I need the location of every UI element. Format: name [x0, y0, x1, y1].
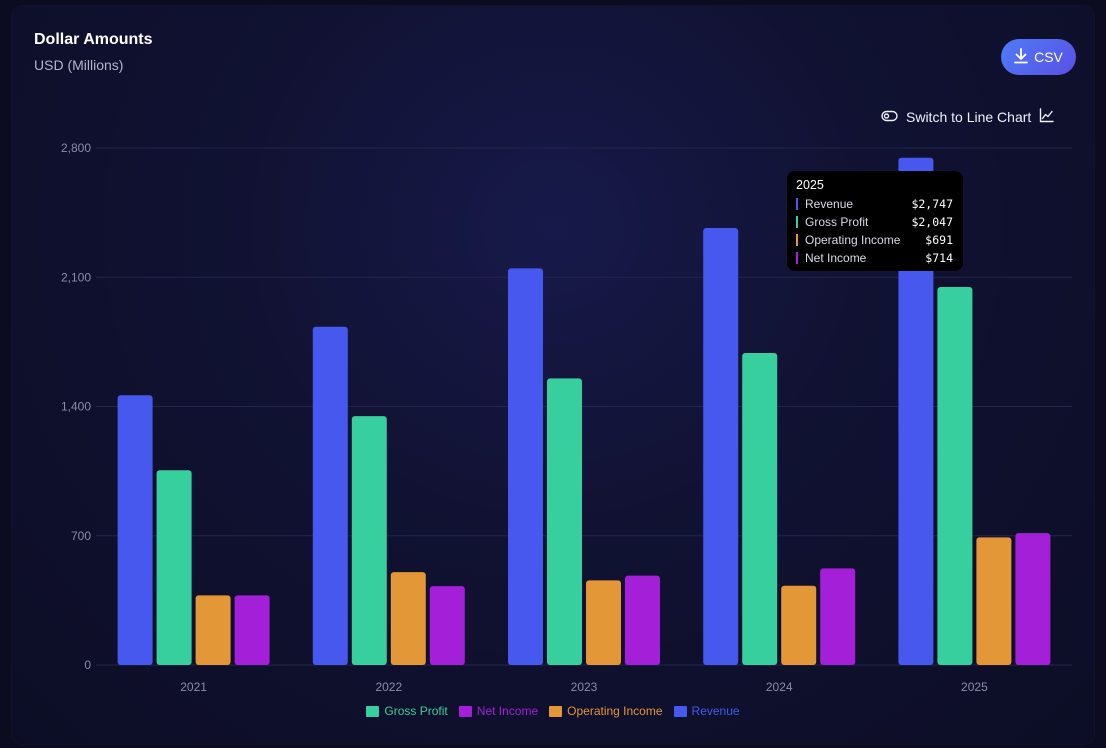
y-tick-label: 1,400 [61, 400, 91, 414]
legend-swatch [673, 705, 687, 717]
legend-label: Gross Profit [384, 704, 448, 718]
bar-net-income [234, 595, 270, 665]
tooltip-value: $2,747 [911, 197, 953, 211]
switch-to-line-chart-button[interactable]: Switch to Line Chart [881, 106, 1054, 128]
legend-item-net-income[interactable]: Net Income [458, 704, 539, 718]
bar-revenue [898, 157, 934, 665]
bar-net-income [1015, 533, 1051, 665]
tooltip-label: Operating Income [805, 233, 901, 247]
legend-item-gross-profit[interactable]: Gross Profit [366, 704, 448, 718]
y-tick-label: 0 [84, 658, 91, 672]
legend-swatch [458, 705, 472, 717]
bar-gross-profit [742, 352, 778, 665]
bar-operating-income [390, 572, 426, 665]
bar-revenue [117, 395, 153, 665]
bar-net-income [429, 586, 465, 665]
chart-subtitle: USD (Millions) [34, 57, 124, 73]
tooltip-title: 2025 [796, 178, 824, 192]
line-chart-icon [1039, 108, 1054, 126]
y-tick-label: 2,100 [61, 270, 91, 284]
bar-net-income [625, 575, 660, 665]
y-tick-label: 700 [71, 529, 91, 543]
chart-tooltip: 2025 Revenue $2,747 Gross Profit $2,047 … [787, 171, 963, 271]
csv-label: CSV [1034, 49, 1063, 65]
bar-operating-income [195, 595, 231, 665]
bar-operating-income [976, 537, 1012, 665]
legend-label: Revenue [691, 704, 740, 718]
switch-label: Switch to Line Chart [906, 109, 1032, 125]
bar-revenue [703, 227, 739, 665]
bar-net-income [820, 568, 856, 665]
y-tick-label: 2,800 [61, 141, 91, 155]
tooltip-value: $714 [925, 251, 953, 265]
bar-operating-income [781, 585, 817, 665]
toggle-icon [881, 109, 898, 125]
bar-revenue [312, 326, 348, 665]
x-tick-label: 2021 [180, 680, 207, 694]
legend-swatch [549, 705, 563, 717]
tooltip-value: $2,047 [911, 215, 953, 229]
tooltip-row: Revenue $2,747 [796, 195, 953, 213]
legend-item-revenue[interactable]: Revenue [673, 704, 740, 718]
bar-gross-profit [351, 416, 387, 665]
x-tick-label: 2024 [766, 680, 793, 694]
bar-gross-profit [156, 470, 192, 665]
tooltip-label: Gross Profit [805, 215, 869, 229]
tooltip-label: Revenue [805, 197, 854, 211]
legend-label: Net Income [476, 704, 539, 718]
tooltip-label: Net Income [805, 251, 867, 265]
legend-label: Operating Income [567, 704, 663, 718]
tooltip-row: Gross Profit $2,047 [796, 213, 953, 231]
tooltip-swatch [796, 234, 798, 246]
chart-title: Dollar Amounts [34, 31, 153, 48]
x-tick-label: 2022 [375, 680, 402, 694]
tooltip-row: Net Income $714 [796, 249, 953, 267]
legend-swatch [366, 705, 380, 717]
csv-download-button[interactable]: CSV [1001, 39, 1076, 75]
bar-gross-profit [937, 287, 973, 665]
tooltip-value: $691 [925, 233, 953, 247]
tooltip-swatch [796, 216, 798, 228]
bar-revenue [508, 268, 543, 665]
bar-operating-income [586, 580, 621, 665]
tooltip-swatch [796, 198, 798, 210]
x-tick-label: 2023 [571, 680, 598, 694]
bar-gross-profit [547, 378, 582, 665]
legend-item-operating-income[interactable]: Operating Income [549, 704, 663, 718]
download-icon [1014, 47, 1028, 67]
tooltip-row: Operating Income $691 [796, 231, 953, 249]
tooltip-swatch [796, 252, 798, 264]
chart-legend: Gross Profit Net Income Operating Income… [0, 704, 1106, 718]
x-tick-label: 2025 [961, 680, 988, 694]
